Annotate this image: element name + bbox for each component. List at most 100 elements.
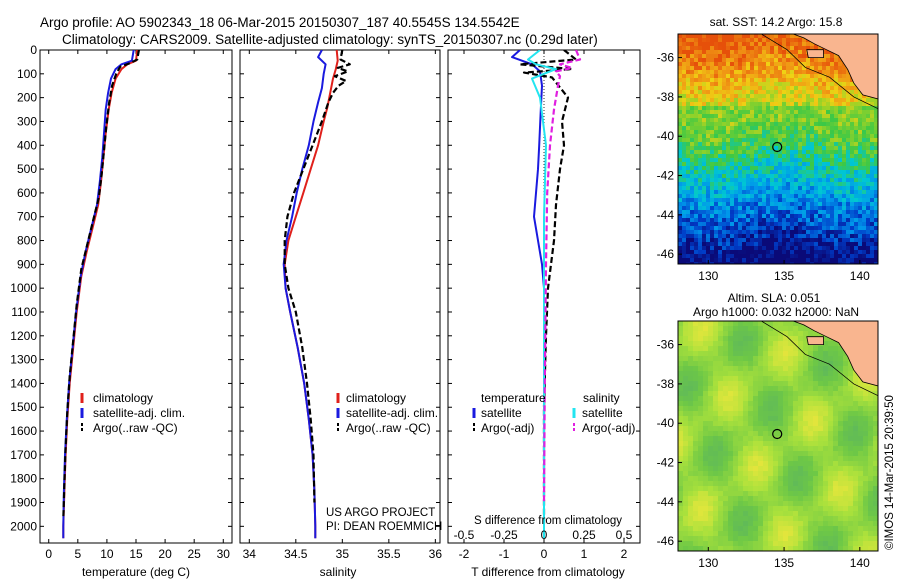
map-cell — [742, 118, 747, 123]
map-cell — [798, 351, 804, 357]
map-cell — [722, 182, 727, 187]
map-cell — [858, 456, 864, 462]
map-cell — [728, 456, 734, 462]
map-cell — [683, 381, 689, 387]
map-cell — [734, 210, 739, 215]
map-cell — [698, 406, 704, 412]
map-cell — [810, 130, 815, 135]
map-cell — [718, 262, 723, 264]
map-cell — [718, 496, 724, 502]
map-cell — [818, 346, 824, 352]
map-cell — [793, 401, 799, 407]
map-cell — [778, 501, 784, 507]
map-cell — [838, 421, 844, 427]
map-cell — [678, 391, 684, 397]
map-cell — [734, 74, 739, 79]
map-cell — [762, 226, 767, 231]
map-cell — [694, 210, 699, 215]
map-cell — [790, 74, 795, 79]
map-cell — [746, 238, 751, 243]
map-cell — [783, 446, 789, 452]
map-cell — [782, 74, 787, 79]
map-cell — [798, 526, 804, 532]
map-cell — [868, 491, 874, 497]
map-cell — [708, 521, 714, 527]
map-cell — [774, 102, 779, 107]
map-cell — [778, 406, 784, 412]
map-cell — [842, 150, 847, 155]
map-cell — [746, 118, 751, 123]
map-cell — [863, 501, 869, 507]
map-cell — [698, 206, 703, 211]
map-cell — [874, 202, 878, 207]
map-cell — [868, 476, 874, 482]
map-cell — [770, 106, 775, 111]
map-cell — [723, 376, 729, 382]
map-cell — [714, 162, 719, 167]
map-cell — [710, 62, 715, 67]
map-cell — [698, 226, 703, 231]
map-cell — [866, 178, 871, 183]
map-cell — [703, 381, 709, 387]
map-cell — [763, 436, 769, 442]
map-cell — [762, 62, 767, 67]
map-cell — [848, 381, 854, 387]
map-cell — [850, 146, 855, 151]
map-cell — [838, 126, 843, 131]
map-cell — [794, 194, 799, 199]
map-cell — [838, 476, 844, 482]
map-cell — [863, 496, 869, 502]
map-cell — [866, 182, 871, 187]
x-tick-label: 10 — [100, 547, 114, 561]
map-cell — [853, 371, 859, 377]
map-cell — [870, 218, 875, 223]
map-cell — [706, 126, 711, 131]
map-cell — [783, 461, 789, 467]
map-cell — [723, 446, 729, 452]
map-cell — [782, 182, 787, 187]
map-cell — [768, 361, 774, 367]
map-cell — [734, 162, 739, 167]
map-cell — [686, 226, 691, 231]
map-cell — [743, 471, 749, 477]
map-cell — [753, 521, 759, 527]
map-cell — [762, 222, 767, 227]
map-cell — [690, 250, 695, 255]
map-cell — [774, 98, 779, 103]
map-cell — [770, 122, 775, 127]
map-cell — [746, 82, 751, 87]
map-cell — [738, 34, 743, 39]
map-cell — [746, 66, 751, 71]
map-cell — [708, 391, 714, 397]
map-cell — [754, 38, 759, 43]
map-cell — [706, 46, 711, 51]
map-cell — [754, 158, 759, 163]
map-cell — [698, 436, 704, 442]
map-cell — [698, 234, 703, 239]
map-cell — [788, 511, 794, 517]
map-cell — [798, 476, 804, 482]
map-cell — [828, 366, 834, 372]
map-cell — [833, 381, 839, 387]
sst-map-title: sat. SST: 14.2 Argo: 15.8 — [710, 15, 843, 29]
map-cell — [738, 114, 743, 119]
map-cell — [818, 78, 823, 83]
map-cell — [678, 194, 683, 199]
map-cell — [694, 62, 699, 67]
map-cell — [734, 206, 739, 211]
map-cell — [742, 246, 747, 251]
map-cell — [798, 451, 804, 457]
map-cell — [798, 78, 803, 83]
map-cell — [818, 381, 824, 387]
map-cell — [774, 114, 779, 119]
map-cell — [810, 158, 815, 163]
map-cell — [718, 186, 723, 191]
map-cell — [798, 134, 803, 139]
map-cell — [828, 386, 834, 392]
map-cell — [793, 326, 799, 332]
map-cell — [693, 516, 699, 522]
map-cell — [808, 371, 814, 377]
map-cell — [790, 170, 795, 175]
map-cell — [778, 154, 783, 159]
map-cell — [758, 186, 763, 191]
